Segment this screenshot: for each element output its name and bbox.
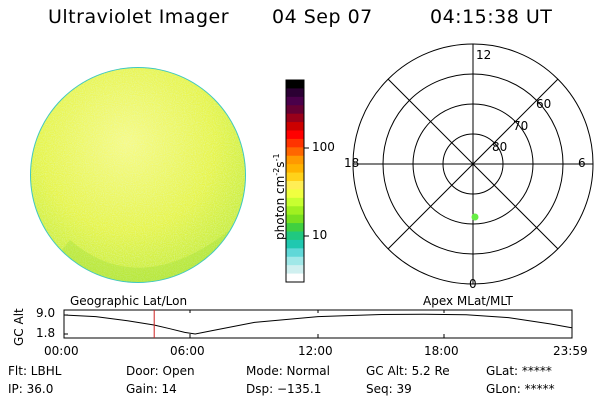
mlt-label-6: 6 (578, 156, 586, 170)
colorbar-cell (286, 155, 304, 165)
colorbar-tick-100: 100 (312, 140, 335, 154)
glat-status: GLat: ***** (486, 364, 552, 378)
colorbar-cell (286, 172, 304, 182)
uv-image-disk (30, 67, 246, 283)
colorbar-cell (286, 88, 304, 98)
altitude-curve (63, 313, 572, 335)
observation-time: 04:15:38 UT (430, 6, 553, 28)
filter-status: Flt: LBHL (8, 364, 62, 378)
instrument-title: Ultraviolet Imager (48, 6, 230, 28)
x-tick-0000: 00:00 (44, 344, 79, 358)
colorbar-tick-10: 10 (312, 228, 328, 242)
units-text: photon cm (273, 175, 287, 240)
mlat-ring-60: 60 (536, 97, 552, 111)
colorbar-cell (286, 214, 304, 224)
x-tick-1200: 12:00 (298, 344, 333, 358)
y-tick-9: 9.0 (36, 306, 56, 320)
colorbar-cell (286, 189, 304, 199)
units-exp-2: -1 (272, 153, 281, 162)
gc-alt-status: GC Alt: 5.2 Re (366, 364, 450, 378)
mlt-label-18: 18 (344, 156, 360, 170)
colorbar-cell (286, 164, 304, 174)
colorbar-cell (286, 273, 304, 283)
y-tick-1-8: 1.8 (36, 326, 56, 340)
units-exp-1: -2 (272, 167, 281, 176)
dsp-status: Dsp: −135.1 (246, 382, 322, 396)
colorbar-cell (286, 223, 304, 232)
mlt-label-12: 12 (476, 48, 492, 62)
colorbar-cell (286, 80, 304, 89)
colorbar-cell (286, 206, 304, 216)
mode-status: Mode: Normal (246, 364, 330, 378)
mlt-label-0: 0 (469, 277, 477, 291)
mlat-ring-80: 80 (492, 140, 508, 154)
timeline-right-title: Apex MLat/MLT (423, 294, 513, 308)
glon-status: GLon: ***** (486, 382, 555, 396)
colorbar-cell (286, 138, 304, 148)
colorbar-cell (286, 113, 304, 123)
colorbar-units-label: photon cm-2s-1 (272, 153, 287, 240)
mlat-ring-70: 70 (513, 119, 529, 133)
colorbar-cell (286, 105, 304, 115)
altitude-timeline (63, 309, 573, 339)
colorbar-cell (286, 231, 304, 241)
ip-status: IP: 36.0 (8, 382, 54, 396)
colorbar-cell (286, 197, 304, 207)
colorbar (285, 79, 309, 283)
colorbar-cell (286, 147, 304, 157)
colorbar-cell (286, 181, 304, 190)
colorbar-cell (286, 239, 304, 249)
spacecraft-footpoint (471, 213, 479, 221)
colorbar-cell (286, 122, 304, 131)
seq-status: Seq: 39 (366, 382, 412, 396)
timeline-left-title: Geographic Lat/Lon (70, 294, 188, 308)
x-tick-0600: 06:00 (170, 344, 205, 358)
timeline-y-axis-label: GC Alt (12, 308, 26, 346)
colorbar-cell (286, 265, 304, 275)
door-status: Door: Open (126, 364, 195, 378)
gain-status: Gain: 14 (126, 382, 177, 396)
polar-plot (352, 43, 594, 285)
colorbar-cell (286, 96, 304, 106)
observation-date: 04 Sep 07 (272, 6, 373, 28)
colorbar-cell (286, 248, 304, 258)
x-tick-2359: 23:59 (553, 344, 588, 358)
colorbar-cell (286, 130, 304, 140)
x-tick-1800: 18:00 (424, 344, 459, 358)
colorbar-cell (286, 256, 304, 266)
units-text-s: s (273, 161, 287, 168)
